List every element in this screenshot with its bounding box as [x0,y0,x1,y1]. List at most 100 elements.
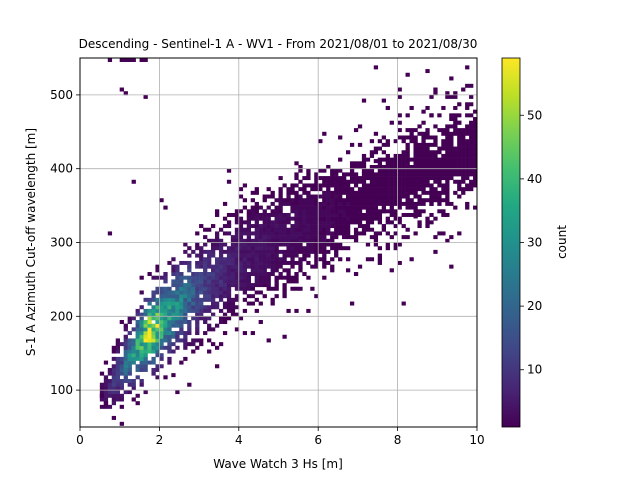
heatmap-cell [465,176,470,181]
heatmap-cell [449,142,454,147]
heatmap-cell [203,297,208,302]
heatmap-cell [389,194,394,199]
heatmap-cell [199,290,204,295]
heatmap-cell [278,227,283,232]
heatmap-cell [254,220,259,225]
heatmap-cell [465,201,470,206]
heatmap-cell [127,364,132,369]
heatmap-cell [353,198,359,203]
heatmap-cell [167,308,172,313]
heatmap-cell [226,179,232,184]
heatmap-cell [266,187,271,192]
heatmap-cell [385,105,390,110]
heatmap-cell [238,260,244,265]
heatmap-cell [381,157,386,162]
heatmap-cell [361,172,367,177]
heatmap-cell [465,187,470,192]
heatmap-cell [214,257,220,262]
heatmap-cell [246,275,252,280]
heatmap-cell [437,161,442,166]
heatmap-cell [353,272,359,277]
heatmap-cell [449,235,454,240]
heatmap-cell [195,275,200,280]
heatmap-cell [381,168,386,173]
heatmap-cell [195,279,200,284]
heatmap-cell [465,150,470,155]
heatmap-cell [429,150,434,155]
heatmap-cell [397,183,402,188]
heatmap-cell [294,212,299,217]
heatmap-cell [171,349,176,354]
heatmap-cell [401,187,406,192]
heatmap-cell [290,253,295,258]
heatmap-cell [115,367,120,372]
heatmap-cell [195,312,200,317]
y-axis-label: S-1 A Azimuth Cut-off wavelength [m] [24,128,38,356]
heatmap-cell [306,253,311,258]
heatmap-cell [159,338,164,343]
heatmap-cell [211,272,216,277]
heatmap-cell [457,135,462,140]
heatmap-cell [334,194,339,199]
heatmap-cell [270,238,275,243]
heatmap-cell [230,212,236,217]
heatmap-cell [353,201,359,206]
heatmap-cell [99,386,105,391]
heatmap-cell [183,316,188,321]
heatmap-cell [401,150,406,155]
heatmap-cell [119,356,124,361]
heatmap-cell [258,249,263,254]
heatmap-cell [250,209,255,214]
heatmap-cell [465,102,470,107]
heatmap-cell [365,216,371,221]
heatmap-cell [413,168,418,173]
heatmap-cell [246,220,252,225]
heatmap-cell [381,179,386,184]
heatmap-cell [322,264,327,269]
heatmap-cell [226,246,232,251]
heatmap-cell [250,257,255,262]
heatmap-cell [123,345,128,350]
heatmap-cell [115,379,120,384]
heatmap-cell [286,272,291,277]
heatmap-cell [417,165,422,169]
heatmap-cell [437,201,442,206]
heatmap-cell [278,216,283,221]
heatmap-cell [135,327,140,332]
heatmap-cell [302,249,307,254]
heatmap-cell [183,294,188,299]
heatmap-cell [322,238,327,243]
y-tick-label: 200 [50,309,73,323]
heatmap-cell [369,194,375,199]
heatmap-cell [429,176,434,181]
heatmap-cell [123,338,128,343]
heatmap-cell [103,393,109,398]
heatmap-cell [449,201,454,206]
heatmap-cell [207,272,212,277]
heatmap-cell [274,253,279,258]
heatmap-cell [373,209,379,214]
heatmap-cell [171,312,176,317]
heatmap-cell [369,183,375,188]
heatmap-cell [310,235,315,240]
heatmap-cell [322,209,327,214]
heatmap-cell [270,257,275,262]
heatmap-cell [254,205,259,210]
heatmap-cell [163,286,168,291]
heatmap-cell [342,201,347,206]
heatmap-cell [131,397,136,402]
heatmap-cell [262,238,267,243]
heatmap-cell [278,176,283,181]
heatmap-cell [389,268,394,273]
heatmap-cell [330,224,335,229]
heatmap-cell [234,294,240,299]
heatmap-cell [365,172,371,177]
heatmap-cell [326,224,331,229]
heatmap-cell [330,209,335,214]
heatmap-cell [234,268,240,273]
colorbar-label: count [555,225,569,259]
heatmap-cell [147,342,152,347]
heatmap-cell [155,308,160,313]
heatmap-cell [381,183,386,188]
heatmap-cell [127,345,132,350]
